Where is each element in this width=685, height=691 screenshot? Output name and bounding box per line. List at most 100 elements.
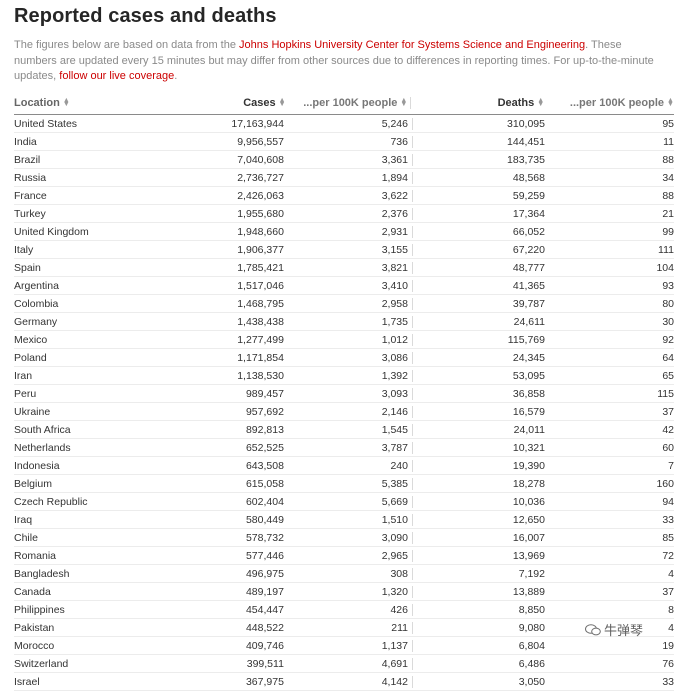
cell-cases-per-100k: 3,787 xyxy=(284,441,413,454)
cell-deaths: 16,579 xyxy=(512,405,545,418)
cell-cases: 7,040,608 xyxy=(237,153,284,166)
cell-deaths: 41,365 xyxy=(512,279,545,292)
cell-location: Italy xyxy=(14,243,34,256)
watermark-text: 牛弹琴 xyxy=(604,623,644,638)
cell-cases: 1,438,438 xyxy=(237,315,284,328)
table-row: Brazil 7,040,608 3,361 183,735 88 xyxy=(14,151,674,169)
header-cases-per-100k[interactable]: ...per 100K people ▲ ▼ xyxy=(286,97,412,109)
cell-location: United States xyxy=(14,117,78,130)
cell-cases-per-100k: 2,965 xyxy=(284,549,413,562)
table-row: Peru 989,457 3,093 36,858 115 xyxy=(14,385,674,403)
cell-cases-per-100k: 1,735 xyxy=(284,315,413,328)
table-row: Spain 1,785,421 3,821 48,777 104 xyxy=(14,259,674,277)
cell-deaths: 144,451 xyxy=(507,135,545,148)
cell-deaths: 6,486 xyxy=(518,657,545,670)
cell-cases-per-100k: 1,545 xyxy=(284,423,413,436)
table-row: Canada 489,197 1,320 13,889 37 xyxy=(14,583,674,601)
cell-cases: 1,468,795 xyxy=(237,297,284,310)
cell-location: Russia xyxy=(14,171,47,184)
table-row: France 2,426,063 3,622 59,259 88 xyxy=(14,187,674,205)
cell-location: Ukraine xyxy=(14,405,51,418)
cell-deaths-per-100k: 94 xyxy=(662,495,674,508)
cell-cases: 578,732 xyxy=(245,531,284,544)
cell-cases-per-100k: 4,691 xyxy=(284,657,413,670)
table-row: Turkey 1,955,680 2,376 17,364 21 xyxy=(14,205,674,223)
live-coverage-link[interactable]: follow our live coverage xyxy=(59,70,175,82)
cell-deaths: 9,080 xyxy=(518,621,545,634)
cell-cases: 580,449 xyxy=(245,513,284,526)
cell-cases: 1,955,680 xyxy=(237,207,284,220)
cell-deaths: 36,858 xyxy=(512,387,545,400)
header-location[interactable]: Location ▲ ▼ xyxy=(14,97,164,109)
cell-location: Philippines xyxy=(14,603,65,616)
table-row: India 9,956,557 736 144,451 11 xyxy=(14,133,674,151)
cell-deaths-per-100k: 88 xyxy=(662,153,674,166)
table-row: Philippines 454,447 426 8,850 8 xyxy=(14,601,674,619)
cell-deaths-per-100k: 72 xyxy=(662,549,674,562)
cell-location: Colombia xyxy=(14,297,59,310)
sort-icon: ▲ ▼ xyxy=(278,97,286,109)
cell-deaths: 24,345 xyxy=(512,351,545,364)
cell-cases-per-100k: 2,958 xyxy=(284,297,413,310)
cell-cases: 989,457 xyxy=(245,387,284,400)
cell-cases-per-100k: 1,392 xyxy=(284,369,413,382)
cell-cases: 1,517,046 xyxy=(237,279,284,292)
cell-deaths: 48,777 xyxy=(512,261,545,274)
cell-cases: 1,171,854 xyxy=(237,351,284,364)
cell-deaths: 13,889 xyxy=(512,585,545,598)
cell-cases-per-100k: 3,093 xyxy=(284,387,413,400)
cell-location: Bangladesh xyxy=(14,567,70,580)
cell-deaths-per-100k: 4 xyxy=(668,621,674,634)
cell-cases: 399,511 xyxy=(246,657,284,670)
table-row: South Africa 892,813 1,545 24,011 42 xyxy=(14,421,674,439)
cell-deaths-per-100k: 4 xyxy=(668,567,674,580)
intro-text-1: The figures below are based on data from… xyxy=(14,39,240,51)
cell-cases: 643,508 xyxy=(245,459,284,472)
header-cases[interactable]: Cases ▲ ▼ xyxy=(164,97,286,109)
cell-deaths: 48,568 xyxy=(512,171,545,184)
cell-location: Romania xyxy=(14,549,57,562)
table-row: Germany 1,438,438 1,735 24,611 30 xyxy=(14,313,674,331)
cell-deaths: 183,735 xyxy=(507,153,545,166)
cell-location: Iraq xyxy=(14,513,33,526)
cell-deaths-per-100k: 19 xyxy=(662,639,674,652)
cell-deaths-per-100k: 93 xyxy=(662,279,674,292)
cell-cases-per-100k: 1,894 xyxy=(284,171,413,184)
header-cases-label: Cases xyxy=(243,97,276,109)
cell-deaths: 16,007 xyxy=(512,531,545,544)
table-row: Czech Republic 602,404 5,669 10,036 94 xyxy=(14,493,674,511)
cell-deaths-per-100k: 85 xyxy=(662,531,674,544)
cell-cases: 409,746 xyxy=(245,639,284,652)
cell-cases-per-100k: 1,510 xyxy=(284,513,413,526)
cell-deaths: 24,011 xyxy=(513,423,545,436)
sort-icon: ▲ ▼ xyxy=(667,97,674,109)
cell-deaths: 19,390 xyxy=(512,459,545,472)
cell-cases: 1,785,421 xyxy=(237,261,284,274)
cell-deaths-per-100k: 64 xyxy=(662,351,674,364)
cell-cases-per-100k: 1,320 xyxy=(284,585,413,598)
table-row: Indonesia 643,508 240 19,390 7 xyxy=(14,457,674,475)
page-title: Reported cases and deaths xyxy=(14,5,277,27)
cell-deaths: 13,969 xyxy=(512,549,545,562)
cell-location: Argentina xyxy=(14,279,59,292)
cell-location: Poland xyxy=(14,351,47,364)
jhu-link[interactable]: Johns Hopkins University Center for Syst… xyxy=(239,39,586,51)
cell-deaths-per-100k: 99 xyxy=(662,225,674,238)
cell-deaths-per-100k: 37 xyxy=(662,405,674,418)
cell-cases-per-100k: 1,012 xyxy=(284,333,413,346)
intro-text-3: . xyxy=(174,70,178,82)
cell-location: Netherlands xyxy=(14,441,71,454)
table-row: Poland 1,171,854 3,086 24,345 64 xyxy=(14,349,674,367)
cell-location: Pakistan xyxy=(14,621,55,634)
cell-cases-per-100k: 5,385 xyxy=(284,477,413,490)
cell-deaths: 3,050 xyxy=(518,675,545,688)
header-cases-per-100k-label: ...per 100K people xyxy=(303,97,398,109)
sort-icon: ▲ ▼ xyxy=(62,97,70,109)
header-deaths-per-100k[interactable]: ...per 100K people ▲ ▼ xyxy=(544,97,674,109)
table-row: Israel 367,975 4,142 3,050 33 xyxy=(14,673,674,691)
cell-cases-per-100k: 426 xyxy=(284,603,413,616)
header-deaths[interactable]: Deaths ▲ ▼ xyxy=(411,97,545,109)
cell-deaths: 7,192 xyxy=(518,567,545,580)
table-row: Morocco 409,746 1,137 6,804 19 xyxy=(14,637,674,655)
cell-cases: 448,522 xyxy=(245,621,284,634)
